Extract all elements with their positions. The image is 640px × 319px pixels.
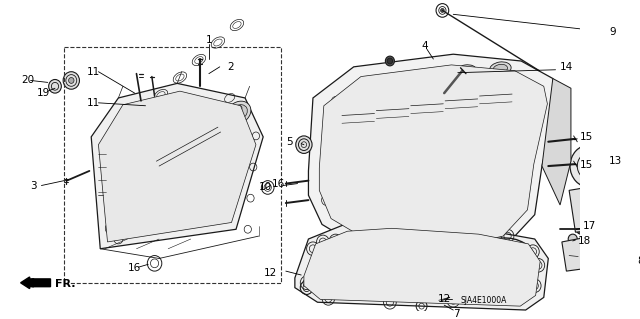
Ellipse shape [122,198,147,221]
Ellipse shape [387,75,408,88]
Circle shape [296,136,312,153]
Polygon shape [569,186,605,232]
Ellipse shape [390,77,404,86]
Ellipse shape [490,153,510,169]
Text: 12: 12 [264,268,276,278]
Polygon shape [542,78,571,205]
Polygon shape [99,91,256,242]
Text: 11: 11 [86,98,100,108]
Ellipse shape [230,105,247,121]
Text: 2: 2 [227,62,234,72]
Ellipse shape [454,124,474,140]
Ellipse shape [493,64,508,73]
Circle shape [49,79,61,93]
Polygon shape [295,222,548,310]
Circle shape [568,234,577,244]
Circle shape [63,72,79,89]
Text: 19: 19 [37,88,50,98]
Circle shape [570,145,610,188]
Circle shape [387,58,392,64]
Ellipse shape [189,144,205,160]
Ellipse shape [227,101,251,124]
Text: 17: 17 [582,221,596,231]
Polygon shape [562,234,609,271]
Polygon shape [319,65,547,250]
Ellipse shape [470,238,536,289]
Ellipse shape [474,241,532,286]
Ellipse shape [206,121,230,144]
Ellipse shape [455,65,477,79]
Circle shape [575,200,593,219]
Text: 11: 11 [86,67,100,77]
Circle shape [385,56,394,66]
Ellipse shape [164,160,188,182]
Ellipse shape [126,202,143,218]
Ellipse shape [487,119,507,135]
Ellipse shape [389,134,409,150]
Text: 15: 15 [580,132,593,142]
Ellipse shape [490,62,511,76]
Text: 10: 10 [259,182,272,192]
Ellipse shape [420,69,442,83]
Ellipse shape [356,84,370,93]
Ellipse shape [209,124,227,140]
Ellipse shape [324,144,344,159]
Text: 12: 12 [438,294,451,304]
Ellipse shape [393,168,413,184]
Ellipse shape [352,81,374,95]
Bar [64,48,282,283]
Ellipse shape [168,163,185,179]
Text: 20: 20 [22,76,35,85]
Text: 13: 13 [609,156,622,166]
Text: 4: 4 [422,41,428,51]
Polygon shape [308,54,557,258]
Ellipse shape [398,241,463,292]
Circle shape [440,9,444,12]
Circle shape [577,225,586,234]
Ellipse shape [143,179,168,202]
Text: SJA4E1000A: SJA4E1000A [461,296,507,305]
Text: FR.: FR. [55,279,76,289]
Ellipse shape [185,140,209,163]
Circle shape [68,78,74,83]
Text: 7: 7 [453,309,460,319]
Polygon shape [304,228,540,306]
Polygon shape [92,83,263,249]
Text: 16: 16 [272,179,285,189]
Ellipse shape [422,129,442,145]
Text: 8: 8 [637,256,640,266]
FancyArrow shape [20,277,51,289]
Text: 3: 3 [31,181,37,190]
Ellipse shape [356,139,376,154]
Ellipse shape [458,158,477,174]
Text: 1: 1 [205,34,212,45]
Ellipse shape [401,244,460,289]
Text: 5: 5 [287,137,293,147]
Text: 9: 9 [609,27,616,37]
Ellipse shape [147,182,164,198]
Ellipse shape [425,163,445,179]
Ellipse shape [424,71,439,80]
Ellipse shape [459,67,473,76]
Text: 18: 18 [578,236,591,246]
Ellipse shape [360,173,380,189]
Text: 16: 16 [127,263,141,273]
Ellipse shape [329,249,388,293]
Text: 14: 14 [560,62,573,72]
Ellipse shape [328,178,348,193]
Ellipse shape [326,246,391,296]
Text: 15: 15 [580,160,593,170]
